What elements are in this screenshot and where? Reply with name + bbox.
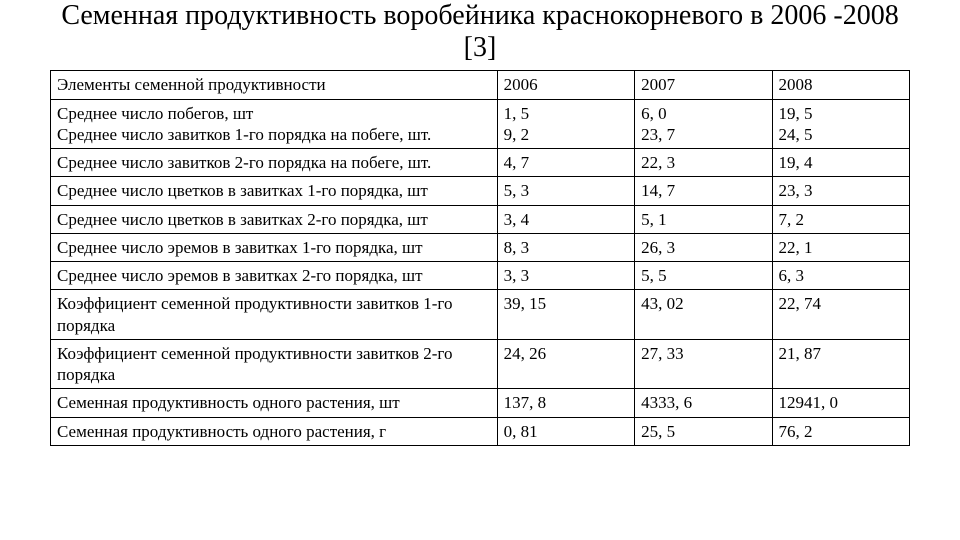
col-header-elements: Элементы семенной продуктивности [51, 71, 498, 99]
cell-2006: 3, 4 [497, 205, 634, 233]
row-label-line: Среднее число завитков 1-го порядка на п… [57, 124, 491, 145]
table-row: Семенная продуктивность одного растения,… [51, 389, 910, 417]
cell-line: 24, 5 [779, 124, 903, 145]
cell-2007: 4333, 6 [635, 389, 772, 417]
row-label: Среднее число эремов в завитках 1-го пор… [51, 233, 498, 261]
table-row: Семенная продуктивность одного растения,… [51, 417, 910, 445]
cell-2006: 137, 8 [497, 389, 634, 417]
table-row: Среднее число побегов, шт Среднее число … [51, 99, 910, 149]
cell-2007: 43, 02 [635, 290, 772, 340]
page-title: Семенная продуктивность воробейника крас… [50, 0, 910, 64]
cell-2007: 26, 3 [635, 233, 772, 261]
cell-2006: 5, 3 [497, 177, 634, 205]
cell-2008: 19, 4 [772, 149, 909, 177]
row-label: Среднее число цветков в завитках 2-го по… [51, 205, 498, 233]
row-label: Коэффициент семенной продуктивности зави… [51, 290, 498, 340]
cell-2006: 1, 5 9, 2 [497, 99, 634, 149]
row-label: Семенная продуктивность одного растения,… [51, 389, 498, 417]
table-row: Среднее число завитков 2-го порядка на п… [51, 149, 910, 177]
cell-2007: 5, 1 [635, 205, 772, 233]
row-label: Семенная продуктивность одного растения,… [51, 417, 498, 445]
cell-2008: 22, 74 [772, 290, 909, 340]
cell-2008: 19, 5 24, 5 [772, 99, 909, 149]
cell-2006: 8, 3 [497, 233, 634, 261]
col-header-2006: 2006 [497, 71, 634, 99]
cell-line: 9, 2 [504, 124, 628, 145]
table-row: Среднее число цветков в завитках 2-го по… [51, 205, 910, 233]
cell-2008: 23, 3 [772, 177, 909, 205]
cell-2008: 21, 87 [772, 339, 909, 389]
cell-line: 19, 5 [779, 103, 903, 124]
row-label: Коэффициент семенной продуктивности зави… [51, 339, 498, 389]
cell-2008: 7, 2 [772, 205, 909, 233]
cell-2007: 22, 3 [635, 149, 772, 177]
cell-2008: 22, 1 [772, 233, 909, 261]
row-label: Среднее число побегов, шт Среднее число … [51, 99, 498, 149]
cell-2006: 3, 3 [497, 262, 634, 290]
col-header-2007: 2007 [635, 71, 772, 99]
row-label: Среднее число цветков в завитках 1-го по… [51, 177, 498, 205]
cell-line: 23, 7 [641, 124, 765, 145]
cell-2007: 27, 33 [635, 339, 772, 389]
row-label: Среднее число эремов в завитках 2-го пор… [51, 262, 498, 290]
table-row: Среднее число эремов в завитках 2-го пор… [51, 262, 910, 290]
cell-2006: 0, 81 [497, 417, 634, 445]
data-table: Элементы семенной продуктивности 2006 20… [50, 70, 910, 446]
cell-2008: 76, 2 [772, 417, 909, 445]
cell-2007: 25, 5 [635, 417, 772, 445]
table-row: Среднее число цветков в завитках 1-го по… [51, 177, 910, 205]
cell-2006: 24, 26 [497, 339, 634, 389]
cell-2008: 12941, 0 [772, 389, 909, 417]
table-row: Коэффициент семенной продуктивности зави… [51, 339, 910, 389]
cell-line: 1, 5 [504, 103, 628, 124]
table-row: Коэффициент семенной продуктивности зави… [51, 290, 910, 340]
page: Семенная продуктивность воробейника крас… [0, 0, 960, 456]
cell-2008: 6, 3 [772, 262, 909, 290]
cell-line: 6, 0 [641, 103, 765, 124]
cell-2007: 5, 5 [635, 262, 772, 290]
col-header-2008: 2008 [772, 71, 909, 99]
row-label-line: Среднее число побегов, шт [57, 103, 491, 124]
cell-2007: 6, 0 23, 7 [635, 99, 772, 149]
table-row: Среднее число эремов в завитках 1-го пор… [51, 233, 910, 261]
cell-2006: 39, 15 [497, 290, 634, 340]
table-header-row: Элементы семенной продуктивности 2006 20… [51, 71, 910, 99]
cell-2006: 4, 7 [497, 149, 634, 177]
cell-2007: 14, 7 [635, 177, 772, 205]
row-label: Среднее число завитков 2-го порядка на п… [51, 149, 498, 177]
